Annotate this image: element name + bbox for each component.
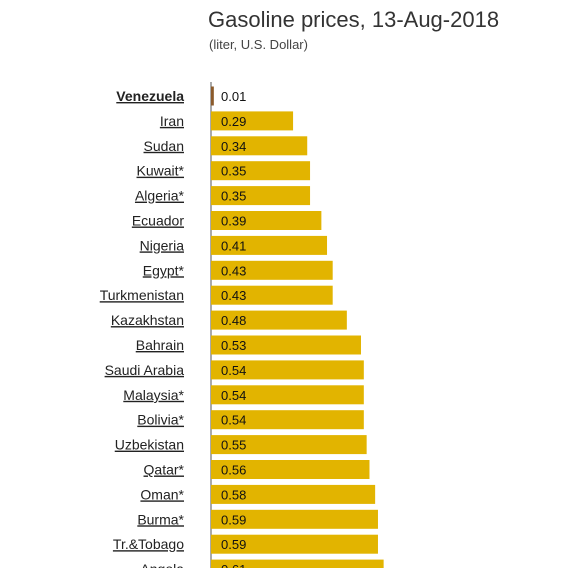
bar: [211, 435, 367, 455]
value-label-group: 0.01 0.29 0.34 0.35 0.35 0.39 0.41 0.43 0.43 0.48…: [221, 89, 246, 568]
bar: [211, 186, 311, 206]
category-label: Kuwait*: [137, 163, 185, 179]
value-label: 0.59: [221, 512, 246, 527]
value-label: 0.56: [221, 463, 246, 478]
category-label: Saudi Arabia: [105, 362, 185, 378]
bar: [211, 410, 364, 430]
category-label: Nigeria: [140, 237, 185, 253]
category-label: Malaysia*: [123, 387, 184, 403]
bar: [211, 310, 347, 330]
value-label: 0.43: [221, 263, 246, 278]
category-label: Turkmenistan: [100, 287, 184, 303]
value-label: 0.54: [221, 363, 246, 378]
category-label: Kazakhstan: [111, 312, 184, 328]
value-label: 0.53: [221, 338, 246, 353]
category-label: Tr.&Tobago: [113, 536, 184, 552]
value-label: 0.54: [221, 388, 246, 403]
bar: [211, 460, 370, 479]
value-label: 0.58: [221, 487, 246, 502]
category-label: Oman*: [140, 486, 184, 502]
bar: [211, 86, 214, 106]
bar: [211, 484, 376, 504]
value-label: 0.34: [221, 139, 246, 154]
bar: [211, 559, 384, 568]
value-label: 0.41: [221, 238, 246, 253]
value-label: 0.55: [221, 438, 246, 453]
value-label: 0.61: [221, 562, 246, 568]
category-label: Burma*: [137, 511, 184, 527]
bar: [211, 235, 328, 255]
bar: [211, 136, 308, 156]
bar: [211, 111, 294, 131]
bar: [211, 161, 311, 181]
bar: [211, 260, 333, 280]
category-label-group: Venezuela Iran Sudan Kuwait* Algeria* Ecuador…: [100, 88, 185, 568]
bar: [211, 360, 364, 380]
category-label: Angola: [140, 561, 184, 568]
category-label: Algeria*: [135, 188, 185, 204]
value-label: 0.59: [221, 537, 246, 552]
category-label: Iran: [160, 113, 184, 129]
category-label: Ecuador: [132, 213, 184, 229]
category-label: Bahrain: [136, 337, 184, 353]
value-label: 0.29: [221, 114, 246, 129]
value-label: 0.39: [221, 214, 246, 229]
bar: [211, 285, 333, 305]
value-label: 0.43: [221, 288, 246, 303]
category-label: Uzbekistan: [115, 437, 184, 453]
value-label: 0.01: [221, 89, 246, 104]
value-label: 0.35: [221, 189, 246, 204]
value-label: 0.35: [221, 164, 246, 179]
bar: [211, 509, 378, 529]
bar: [211, 534, 378, 554]
bar: [211, 211, 322, 230]
category-label: Qatar*: [144, 462, 185, 478]
value-label: 0.54: [221, 413, 246, 428]
category-label: Bolivia*: [137, 412, 184, 428]
chart-subtitle: (liter, U.S. Dollar): [209, 37, 308, 52]
bar: [211, 385, 364, 405]
bar-group: [211, 86, 384, 568]
chart-title: Gasoline prices, 13-Aug-2018: [208, 7, 500, 32]
category-label: Venezuela: [116, 88, 184, 104]
bar: [211, 335, 361, 355]
category-label: Sudan: [144, 138, 184, 154]
value-label: 0.48: [221, 313, 246, 328]
category-label: Egypt*: [143, 262, 185, 278]
